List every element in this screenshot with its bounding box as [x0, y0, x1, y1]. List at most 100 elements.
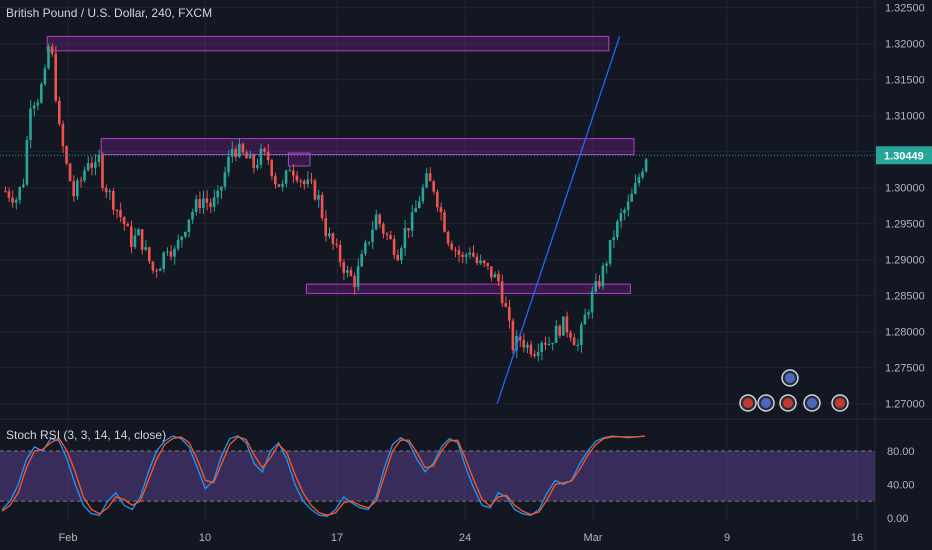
time-axis[interactable]: Feb 10 17 24 Mar 9 16: [59, 532, 864, 544]
candle-body: [634, 183, 637, 194]
candle-body: [598, 280, 601, 287]
zone-2[interactable]: [287, 152, 311, 167]
candle-body: [295, 175, 299, 181]
price-axis[interactable]: 1.325001.320001.315001.310001.305001.300…: [876, 3, 932, 525]
candle-body: [349, 270, 353, 276]
candle-body: [396, 254, 399, 261]
candle-body: [32, 105, 36, 109]
candle-body: [274, 176, 277, 185]
candle-body: [331, 233, 335, 244]
candle-body: [547, 344, 551, 346]
candle-body: [475, 256, 479, 264]
candle-body: [569, 332, 572, 338]
price-tick-label: 1.31500: [885, 75, 925, 87]
price-tick-label: 1.30000: [885, 183, 925, 195]
flag-icon: [807, 398, 817, 408]
candle-body: [18, 186, 21, 200]
candle-body: [371, 229, 374, 243]
candle-body: [202, 198, 205, 209]
candle-body: [558, 325, 561, 336]
trend-line-segment[interactable]: [496, 36, 621, 404]
candle-body: [191, 211, 194, 220]
candle-body: [76, 180, 79, 197]
candle-body: [238, 143, 241, 157]
candle-body: [587, 312, 590, 315]
candle-body: [187, 219, 191, 233]
candle-body: [209, 202, 212, 207]
candle-body: [511, 320, 515, 351]
candle-body: [317, 194, 320, 200]
candle-body: [364, 242, 367, 254]
candle-body: [450, 243, 453, 250]
candle-body: [40, 84, 43, 103]
candle-body: [50, 46, 54, 54]
candle-body: [572, 337, 576, 346]
candle-body: [500, 281, 504, 304]
candle-body: [594, 280, 597, 292]
candle-body: [536, 352, 540, 357]
candle-body: [306, 179, 309, 185]
candle-body: [259, 148, 263, 165]
candle-body: [418, 201, 421, 209]
candles: [4, 43, 648, 362]
zone-0[interactable]: [46, 35, 610, 52]
trend-line[interactable]: [496, 36, 621, 404]
candle-body: [565, 316, 569, 333]
candle-body: [176, 239, 180, 249]
candle-body: [310, 179, 313, 181]
flag-icon: [785, 373, 795, 383]
candle-body: [299, 180, 302, 182]
candle-body: [29, 108, 32, 140]
zone-3[interactable]: [305, 283, 631, 294]
candle-body: [637, 177, 641, 184]
candle-body: [342, 262, 345, 273]
candle-body: [432, 181, 435, 192]
candle-body: [137, 229, 140, 236]
candle-body: [522, 340, 525, 348]
candle-body: [86, 162, 90, 171]
candle-body: [126, 224, 129, 227]
candle-body: [540, 342, 543, 353]
candle-body: [468, 252, 471, 255]
price-tick-label: 1.32500: [885, 3, 925, 15]
candle-body: [169, 251, 173, 257]
candle-body: [256, 164, 259, 168]
current-price-tag: [876, 146, 932, 165]
candle-body: [623, 210, 626, 214]
candle-body: [562, 316, 565, 336]
candle-body: [504, 303, 507, 307]
candle-body: [486, 263, 489, 267]
candle-body: [248, 155, 252, 159]
stoch-k-line: [1, 435, 645, 517]
candle-body: [428, 173, 432, 182]
candle-body: [518, 335, 522, 341]
candle-body: [130, 226, 133, 248]
candle-body: [22, 184, 25, 187]
candle-body: [605, 263, 608, 266]
candle-body: [472, 252, 475, 257]
candle-body: [626, 201, 630, 211]
candle-body: [270, 160, 273, 177]
price-tick-label: 1.29500: [885, 219, 925, 231]
candle-body: [122, 217, 126, 225]
zone-1[interactable]: [100, 138, 635, 155]
candle-body: [302, 181, 306, 185]
event-flags[interactable]: [739, 369, 849, 412]
candle-body: [148, 247, 151, 262]
candle-body: [464, 254, 468, 257]
candle-body: [284, 170, 288, 184]
candle-body: [482, 260, 486, 264]
candle-body: [61, 123, 65, 147]
candle-body: [580, 324, 583, 345]
candle-body: [173, 248, 176, 257]
candle-body: [25, 139, 29, 185]
price-tick-label: 1.27500: [885, 363, 925, 375]
candle-body: [328, 233, 331, 237]
candle-body: [47, 46, 50, 69]
indicator-title: Stoch RSI (3, 3, 14, 14, close): [6, 428, 167, 442]
candle-body: [227, 156, 230, 173]
candle-body: [374, 214, 378, 230]
candle-body: [144, 247, 147, 251]
candle-body: [641, 171, 644, 178]
